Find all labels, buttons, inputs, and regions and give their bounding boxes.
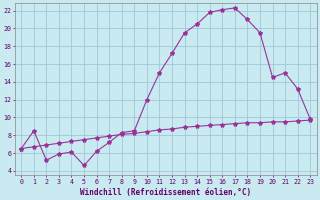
X-axis label: Windchill (Refroidissement éolien,°C): Windchill (Refroidissement éolien,°C) xyxy=(80,188,251,197)
